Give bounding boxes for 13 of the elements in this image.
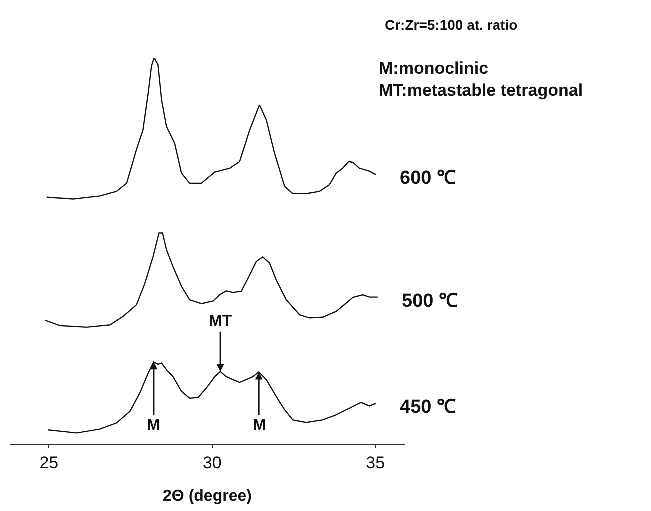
annotation: M	[253, 417, 266, 434]
x-tick-label: 35	[366, 453, 386, 472]
x-tick-label: 25	[40, 453, 59, 472]
annotation: MT	[209, 313, 232, 330]
series-label: 600 ℃	[400, 168, 456, 189]
annotation: M:monoclinic	[379, 59, 489, 78]
x-tick-label: 30	[202, 453, 222, 472]
annotation: M	[147, 417, 160, 434]
text: Cr:Zr=5:100 at. ratio	[385, 17, 518, 33]
annotation: MT:metastable tetragonal	[379, 81, 584, 100]
series-label: 500 ℃	[402, 291, 458, 312]
series-label: 450 ℃	[400, 397, 456, 418]
x-axis-title: 2Θ (degree)	[163, 488, 252, 506]
